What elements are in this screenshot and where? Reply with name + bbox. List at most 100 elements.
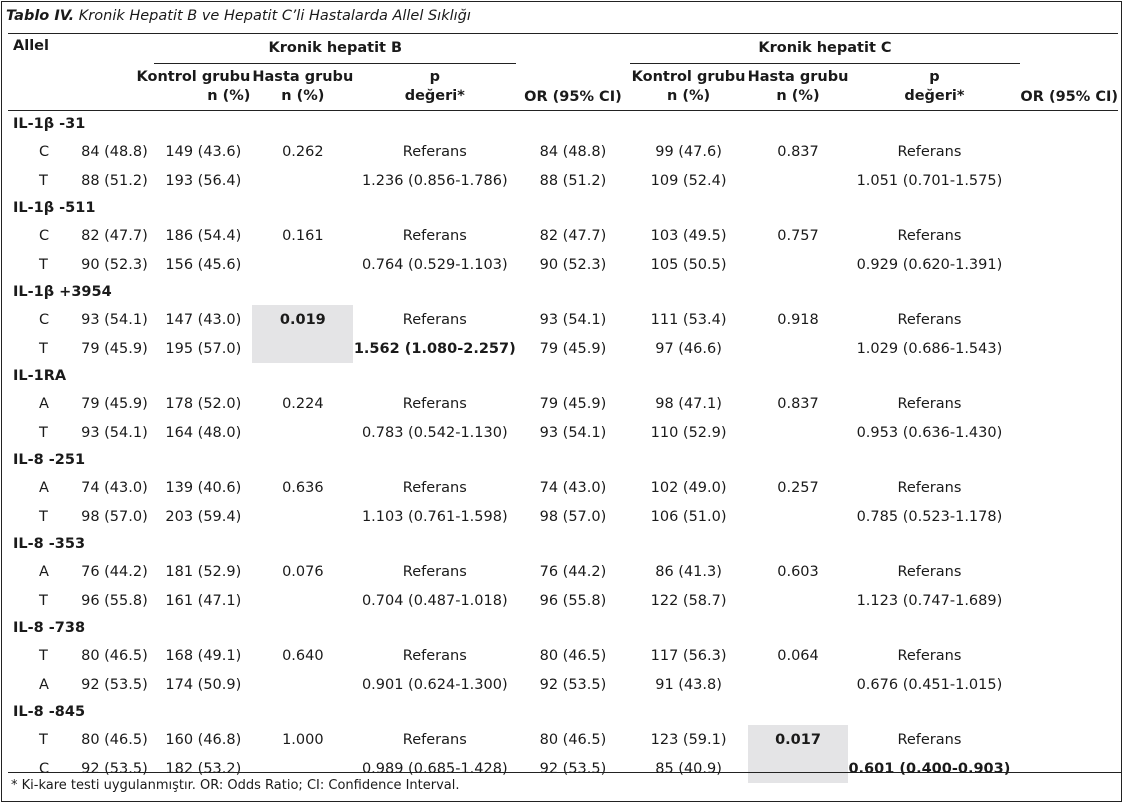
allele-cell: T	[39, 731, 48, 748]
b-control-cell: 90 (52.3)	[81, 256, 148, 273]
header-c-control: Kontrol grubu n (%)	[629, 63, 748, 111]
b-p-value-cell: 0.019	[252, 305, 354, 334]
b-p-value-cell	[252, 502, 353, 531]
locus-row: IL-8 -251	[8, 447, 1118, 473]
allele-cell: A	[39, 676, 49, 693]
header-b-p-value: p değeri*	[353, 63, 517, 111]
locus-row: IL-1β +3954	[8, 279, 1118, 305]
c-control-cell: 82 (47.7)	[539, 227, 607, 244]
c-or-cell: 0.676 (0.451-1.015)	[856, 676, 1003, 693]
c-patient-cell: 106 (51.0)	[650, 508, 727, 525]
b-patient-cell: 174 (50.9)	[165, 676, 242, 693]
allele-row: A 92 (53.5) 174 (50.9) 0.901 (0.624-1.300) 9…	[8, 670, 1118, 699]
c-or-cell: Referans	[897, 395, 962, 412]
c-control-cell: 76 (44.2)	[539, 563, 607, 580]
table-caption: Tablo IV. Kronik Hepatit B ve Hepatit C’…	[6, 8, 471, 24]
allele-cell: T	[39, 172, 48, 189]
c-p-value-cell: 0.603	[777, 563, 819, 580]
b-patient-cell: 186 (54.4)	[165, 227, 242, 244]
b-control-cell: 84 (48.8)	[81, 143, 148, 160]
allele-cell: T	[39, 647, 48, 664]
c-patient-cell: 111 (53.4)	[650, 311, 727, 328]
b-control-cell: 96 (55.8)	[81, 592, 148, 609]
allele-cell: A	[39, 395, 49, 412]
c-patient-cell: 123 (59.1)	[650, 731, 727, 748]
b-or-cell: Referans	[402, 731, 467, 748]
caption-label: Tablo IV.	[6, 8, 75, 24]
c-or-cell: Referans	[897, 311, 962, 328]
b-p-value-cell	[252, 166, 353, 195]
b-control-cell: 79 (45.9)	[81, 340, 148, 357]
header-c-or: OR (95% CI)	[1020, 63, 1118, 111]
c-p-value-cell	[748, 250, 849, 279]
header-group-hepatitis-b: Kronik hepatit B	[154, 33, 517, 64]
c-p-value-cell: 0.837	[777, 395, 819, 412]
c-or-cell: Referans	[897, 647, 962, 664]
c-control-cell: 79 (45.9)	[539, 340, 607, 357]
header-b-control: Kontrol grubu n (%)	[74, 63, 253, 111]
b-patient-cell: 195 (57.0)	[165, 340, 242, 357]
b-or-cell: Referans	[402, 311, 467, 328]
allele-cell: A	[39, 479, 49, 496]
b-control-cell: 88 (51.2)	[81, 172, 148, 189]
b-p-value-cell	[252, 670, 353, 699]
c-or-cell: 1.029 (0.686-1.543)	[856, 340, 1003, 357]
c-p-value-cell: 0.757	[777, 227, 819, 244]
c-control-cell: 74 (43.0)	[539, 479, 607, 496]
allele-row: T 88 (51.2) 193 (56.4) 1.236 (0.856-1.786) 8…	[8, 166, 1118, 195]
b-control-cell: 98 (57.0)	[81, 508, 148, 525]
allele-cell: C	[39, 760, 50, 777]
c-control-cell: 93 (54.1)	[539, 424, 607, 441]
header-group-hepatitis-c: Kronik hepatit C	[629, 33, 1021, 64]
b-patient-cell: 181 (52.9)	[165, 563, 242, 580]
allele-row: T 98 (57.0) 203 (59.4) 1.103 (0.761-1.598) 9…	[8, 502, 1118, 531]
locus-row: IL-1β -511	[8, 195, 1118, 221]
c-patient-cell: 103 (49.5)	[650, 227, 727, 244]
b-control-cell: 93 (54.1)	[81, 424, 148, 441]
b-or-cell: Referans	[402, 395, 467, 412]
b-patient-cell: 139 (40.6)	[165, 479, 242, 496]
c-or-cell: 0.785 (0.523-1.178)	[856, 508, 1003, 525]
b-or-cell: Referans	[402, 227, 467, 244]
b-control-cell: 93 (54.1)	[81, 311, 148, 328]
locus-name: IL-1β +3954	[13, 284, 112, 300]
c-control-cell: 92 (53.5)	[539, 676, 607, 693]
c-control-cell: 90 (52.3)	[539, 256, 607, 273]
c-p-value-cell: 0.257	[777, 479, 819, 496]
allele-cell: T	[39, 340, 48, 357]
c-or-cell: Referans	[897, 227, 962, 244]
c-patient-cell: 99 (47.6)	[655, 143, 722, 160]
b-patient-cell: 156 (45.6)	[165, 256, 242, 273]
b-patient-cell: 161 (47.1)	[165, 592, 242, 609]
b-p-value-cell: 0.262	[282, 143, 324, 160]
locus-name: IL-8 -251	[13, 452, 86, 468]
locus-row: IL-8 -738	[8, 615, 1118, 641]
b-or-cell: Referans	[402, 479, 467, 496]
allele-cell: C	[39, 227, 50, 244]
b-or-cell: 1.236 (0.856-1.786)	[361, 172, 508, 189]
b-control-cell: 74 (43.0)	[81, 479, 148, 496]
b-patient-cell: 149 (43.6)	[165, 143, 242, 160]
b-patient-cell: 168 (49.1)	[165, 647, 242, 664]
b-p-value-cell: 0.640	[282, 647, 324, 664]
c-p-value-cell	[748, 670, 849, 699]
header-b-or: OR (95% CI)	[516, 63, 630, 111]
c-control-cell: 88 (51.2)	[539, 172, 607, 189]
header-b-patient: Hasta grubu n (%)	[252, 63, 354, 111]
b-p-value-cell	[252, 418, 353, 447]
b-or-cell: 1.103 (0.761-1.598)	[361, 508, 508, 525]
locus-name: IL-8 -845	[13, 704, 86, 720]
allele-row: A 76 (44.2) 181 (52.9) 0.076 Referans 76 (44.…	[8, 557, 1118, 586]
c-or-cell: Referans	[897, 143, 962, 160]
allele-row: C 82 (47.7) 186 (54.4) 0.161 Referans 82 (47.…	[8, 221, 1118, 250]
allele-row: A 79 (45.9) 178 (52.0) 0.224 Referans 79 (45.…	[8, 389, 1118, 418]
c-control-cell: 93 (54.1)	[539, 311, 607, 328]
c-patient-cell: 122 (58.7)	[650, 592, 727, 609]
b-control-cell: 80 (46.5)	[81, 731, 148, 748]
allele-row: C 84 (48.8) 149 (43.6) 0.262 Referans 84 (48.…	[8, 137, 1118, 166]
c-control-cell: 80 (46.5)	[539, 731, 607, 748]
c-or-cell: Referans	[897, 479, 962, 496]
allele-row: T 79 (45.9) 195 (57.0) 1.562 (1.080-2.257) 7…	[8, 334, 1118, 363]
c-p-value-cell: 0.918	[777, 311, 819, 328]
b-or-cell: 1.562 (1.080-2.257)	[353, 340, 516, 357]
